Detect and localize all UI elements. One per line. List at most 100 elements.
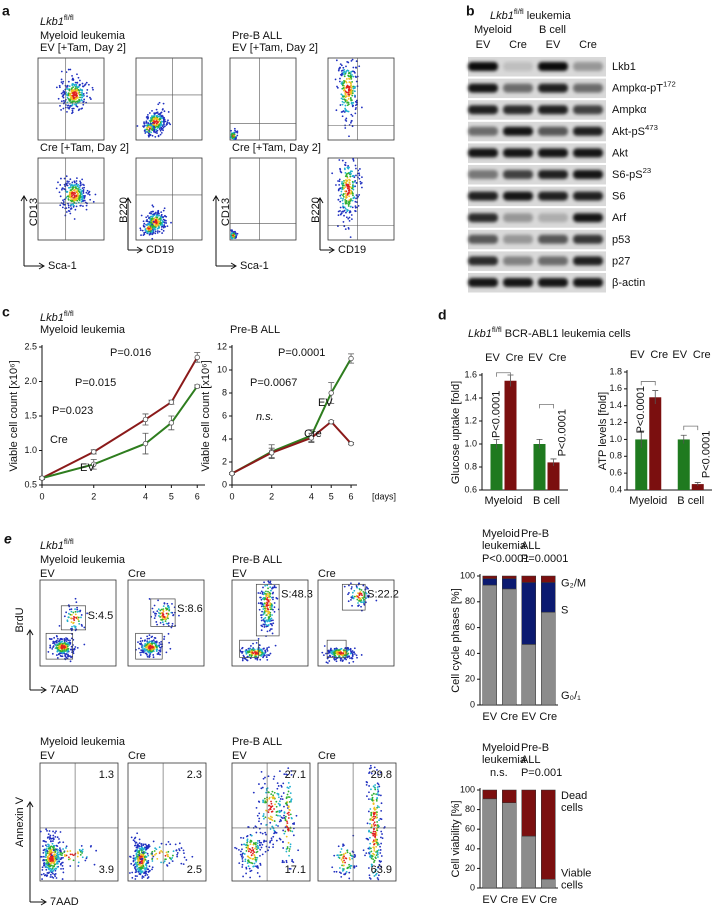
- event-dot: [271, 614, 273, 616]
- event-dot: [157, 121, 159, 123]
- event-dot: [136, 852, 138, 854]
- event-dot: [348, 98, 350, 100]
- event-dot: [343, 180, 345, 182]
- event-dot: [80, 189, 82, 191]
- event-dot: [341, 854, 343, 856]
- event-dot: [80, 192, 82, 194]
- event-dot: [249, 654, 251, 656]
- event-dot: [152, 213, 154, 215]
- series-line: [232, 359, 351, 474]
- event-dot: [365, 852, 367, 854]
- event-dot: [65, 637, 67, 639]
- event-dot: [138, 860, 140, 862]
- event-dot: [324, 645, 326, 647]
- bar-segment: [541, 879, 555, 888]
- event-dot: [358, 65, 360, 67]
- event-dot: [90, 846, 92, 848]
- event-dot: [347, 180, 349, 182]
- event-dot: [170, 222, 172, 224]
- event-dot: [158, 612, 160, 614]
- x-tick-label: Cre: [500, 894, 518, 906]
- event-dot: [262, 608, 264, 610]
- event-dot: [262, 833, 264, 835]
- event-dot: [290, 830, 292, 832]
- event-dot: [163, 224, 165, 226]
- event-dot: [343, 71, 345, 73]
- event-dot: [67, 616, 69, 618]
- event-dot: [48, 872, 50, 874]
- event-dot: [342, 115, 344, 117]
- event-dot: [259, 876, 261, 878]
- event-dot: [279, 815, 281, 817]
- event-dot: [138, 864, 140, 866]
- event-dot: [156, 641, 158, 643]
- event-dot: [268, 817, 270, 819]
- event-dot: [77, 611, 79, 613]
- y-tick-label: 1.0: [24, 445, 37, 455]
- point: [195, 384, 200, 389]
- x-tick-label: Cre: [539, 894, 557, 906]
- event-dot: [76, 73, 78, 75]
- event-dot: [167, 119, 169, 121]
- event-dot: [81, 97, 83, 99]
- event-dot: [62, 853, 64, 855]
- event-dot: [152, 855, 154, 857]
- event-dot: [265, 619, 267, 621]
- event-dot: [67, 850, 69, 852]
- sample-label: Cre: [318, 750, 336, 762]
- event-dot: [70, 649, 72, 651]
- quadrant-value: 27.1: [285, 769, 306, 781]
- event-dot: [353, 175, 355, 177]
- event-dot: [60, 109, 62, 111]
- event-dot: [142, 849, 144, 851]
- event-dot: [374, 808, 376, 810]
- gate-label: S:8.6: [177, 603, 203, 615]
- event-dot: [145, 859, 147, 861]
- event-dot: [55, 641, 57, 643]
- blot-band: [538, 84, 568, 93]
- event-dot: [376, 807, 378, 809]
- blot-band: [468, 105, 498, 114]
- blot-band: [503, 84, 533, 93]
- event-dot: [153, 650, 155, 652]
- bar-segment: [483, 576, 497, 579]
- event-dot: [67, 642, 69, 644]
- event-dot: [161, 226, 163, 228]
- event-dot: [272, 596, 274, 598]
- event-dot: [377, 786, 379, 788]
- event-dot: [71, 608, 73, 610]
- event-dot: [247, 856, 249, 858]
- event-dot: [149, 648, 151, 650]
- event-dot: [345, 90, 347, 92]
- event-dot: [233, 233, 235, 235]
- event-dot: [282, 860, 284, 862]
- event-dot: [183, 863, 185, 865]
- event-dot: [377, 842, 379, 844]
- event-dot: [377, 790, 379, 792]
- event-dot: [142, 230, 144, 232]
- event-dot: [373, 861, 375, 863]
- event-dot: [170, 627, 172, 629]
- event-dot: [95, 194, 97, 196]
- event-dot: [139, 853, 141, 855]
- event-dot: [140, 654, 142, 656]
- event-dot: [340, 171, 342, 173]
- y-tick-label: 20: [465, 863, 475, 873]
- event-dot: [255, 859, 257, 861]
- event-dot: [79, 191, 81, 193]
- event-dot: [372, 855, 374, 857]
- event-dot: [51, 838, 53, 840]
- label-main: S6: [612, 191, 625, 203]
- event-dot: [350, 173, 352, 175]
- event-dot: [134, 878, 136, 880]
- panel-letter: c: [2, 304, 10, 320]
- event-dot: [45, 852, 47, 854]
- event-dot: [370, 812, 372, 814]
- event-dot: [161, 224, 163, 226]
- flow-plot: [136, 58, 202, 140]
- event-dot: [352, 206, 354, 208]
- event-dot: [56, 87, 58, 89]
- event-dot: [342, 160, 344, 162]
- annotation: P=0.0001: [521, 553, 568, 565]
